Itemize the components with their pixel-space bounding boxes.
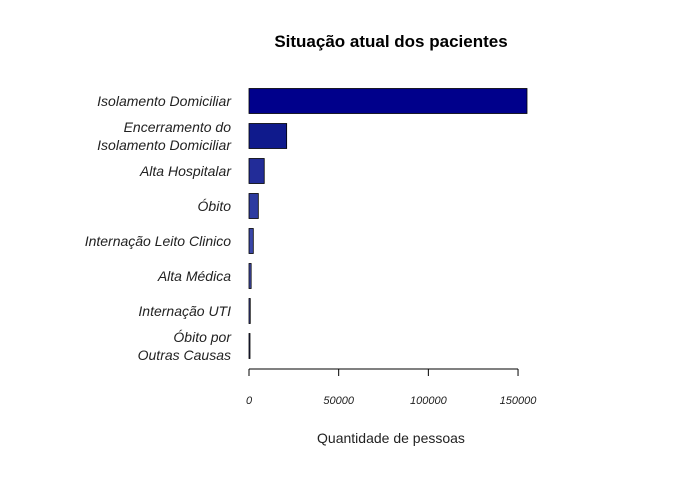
category-labels: Isolamento Domiciliar Encerramento do Isol… — [85, 93, 233, 363]
x-tick-label-2: 100000 — [410, 395, 448, 407]
category-label-5: Alta Médica — [157, 268, 231, 284]
bar-4 — [248, 228, 254, 254]
x-axis: 0 50000 100000 150000 — [246, 368, 538, 407]
bars-group — [248, 88, 528, 359]
category-label-2: Alta Hospitalar — [139, 163, 232, 179]
chart-title: Situação atual dos pacientes — [274, 32, 507, 51]
bar-0 — [248, 88, 528, 114]
bar-2 — [248, 158, 265, 184]
x-tick-label-1: 50000 — [323, 395, 354, 407]
bar-6 — [248, 298, 251, 324]
category-label-1: Encerramento do Isolamento Domiciliar — [97, 119, 232, 153]
x-tick-label-3: 150000 — [500, 395, 538, 407]
category-label-3: Óbito — [198, 198, 232, 214]
bar-7 — [248, 333, 251, 359]
x-axis-title: Quantidade de pessoas — [317, 430, 465, 446]
category-label-4: Internação Leito Clinico — [85, 233, 232, 249]
bar-1 — [248, 123, 288, 149]
category-label-6: Internação UTI — [138, 303, 231, 319]
bar-3 — [248, 193, 259, 219]
category-label-7: Óbito por Outras Causas — [138, 329, 233, 363]
bar-5 — [248, 263, 252, 289]
category-label-0: Isolamento Domiciliar — [97, 93, 232, 109]
x-tick-label-0: 0 — [246, 395, 253, 407]
